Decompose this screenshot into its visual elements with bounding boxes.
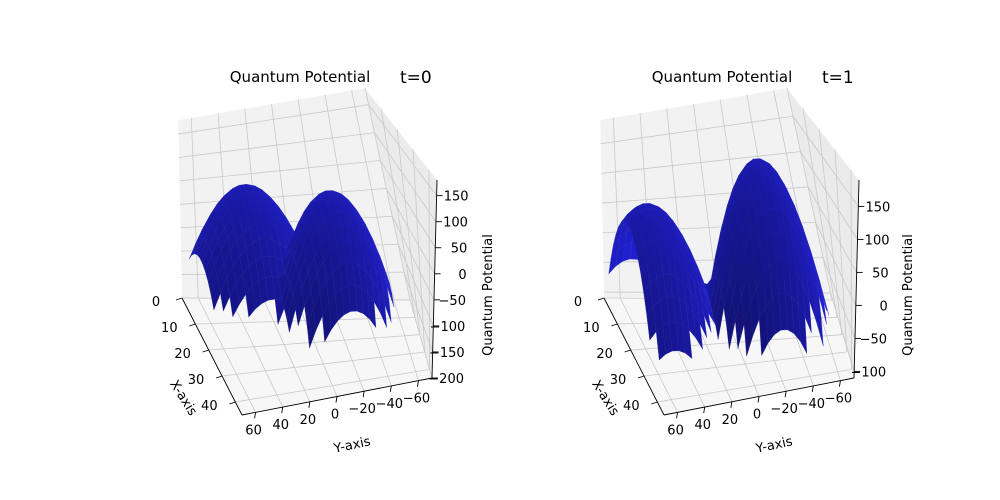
y-tick-label: −20: [348, 402, 375, 417]
x-tick-label: 40: [201, 399, 218, 414]
z-tick-label: 0: [880, 299, 888, 314]
y-tick: [362, 391, 365, 398]
y-tick: [416, 380, 419, 387]
z-axis-label: Quantum Potential: [481, 234, 496, 356]
z-tick-label: 150: [444, 190, 469, 205]
y-tick: [389, 385, 392, 393]
surface-patch: [378, 290, 387, 328]
chart-title: Quantum Potential: [230, 68, 371, 86]
z-tick-label: −150: [429, 346, 465, 361]
x-tick-label: 10: [583, 321, 600, 336]
y-tick-label: −20: [770, 402, 797, 417]
x-tick: [651, 401, 658, 405]
surface-patch: [798, 304, 807, 354]
y-tick-label: 0: [753, 408, 761, 423]
z-tick-label: 100: [865, 233, 890, 248]
z-axis-label: Quantum Potential: [901, 234, 916, 356]
x-tick: [215, 375, 223, 379]
y-tick-label: 60: [245, 423, 262, 438]
x-tick: [624, 349, 631, 353]
y-tick: [838, 380, 841, 387]
z-tick-label: −50: [439, 294, 466, 309]
x-tick: [189, 323, 196, 327]
x-tick-label: 20: [174, 347, 191, 362]
surface: [608, 158, 830, 361]
y-tick-label: −60: [403, 392, 430, 407]
z-axis-line: [853, 179, 860, 379]
y-tick-label: 40: [694, 418, 711, 433]
surface-patch: [367, 292, 377, 329]
y-tick: [335, 396, 338, 403]
y-tick-label: 20: [722, 413, 739, 428]
z-tick-label: −100: [430, 320, 466, 335]
y-tick: [703, 406, 706, 414]
z-tick-label: −200: [428, 372, 464, 387]
x-tick-label: 20: [596, 347, 613, 362]
z-axis-line: [431, 179, 438, 379]
x-tick-label: 0: [152, 295, 160, 310]
z-tick-label: 0: [458, 268, 466, 283]
y-tick: [784, 391, 787, 398]
x-tick-label: 10: [161, 321, 178, 336]
y-tick-label: 60: [667, 423, 684, 438]
time-annotation: t=1: [822, 68, 854, 88]
y-tick: [730, 401, 733, 408]
z-tick-label: 50: [451, 242, 468, 257]
y-tick: [281, 406, 284, 414]
chart-title: Quantum Potential: [652, 68, 793, 86]
y-tick-label: 20: [300, 413, 317, 428]
time-annotation: t=0: [400, 68, 432, 88]
z-tick-label: 50: [872, 266, 889, 281]
z-tick-label: 150: [866, 200, 891, 215]
x-tick: [229, 401, 236, 405]
y-axis-label: Y-axis: [754, 434, 795, 457]
y-tick: [811, 385, 814, 393]
x-tick: [637, 375, 645, 379]
x-tick-label: 40: [623, 399, 640, 414]
y-tick-label: 40: [272, 418, 289, 433]
x-axis-line: [603, 297, 665, 416]
surface: [188, 184, 395, 349]
surface-patch: [682, 324, 693, 359]
x-tick: [175, 297, 183, 301]
y-tick-label: 0: [331, 408, 339, 423]
x-axis-line: [181, 297, 243, 416]
x-tick-label: 30: [188, 373, 205, 388]
x-tick: [202, 349, 209, 353]
z-tick-label: −50: [860, 332, 887, 347]
x-tick-label: 0: [574, 295, 582, 310]
y-tick: [676, 412, 679, 419]
surface-patch: [813, 293, 824, 347]
y-tick: [757, 396, 760, 403]
y-axis-label: Y-axis: [332, 434, 373, 457]
y-tick-label: −60: [825, 392, 852, 407]
y-tick: [308, 401, 311, 408]
y-tick: [254, 412, 257, 419]
y-tick-label: −40: [798, 397, 825, 412]
z-tick-label: 100: [443, 216, 468, 231]
x-tick: [597, 297, 605, 301]
z-tick-label: −100: [850, 365, 886, 380]
y-tick-label: −40: [376, 397, 403, 412]
x-tick-label: 30: [610, 373, 627, 388]
x-tick: [611, 323, 618, 327]
surface-patch: [692, 312, 703, 350]
